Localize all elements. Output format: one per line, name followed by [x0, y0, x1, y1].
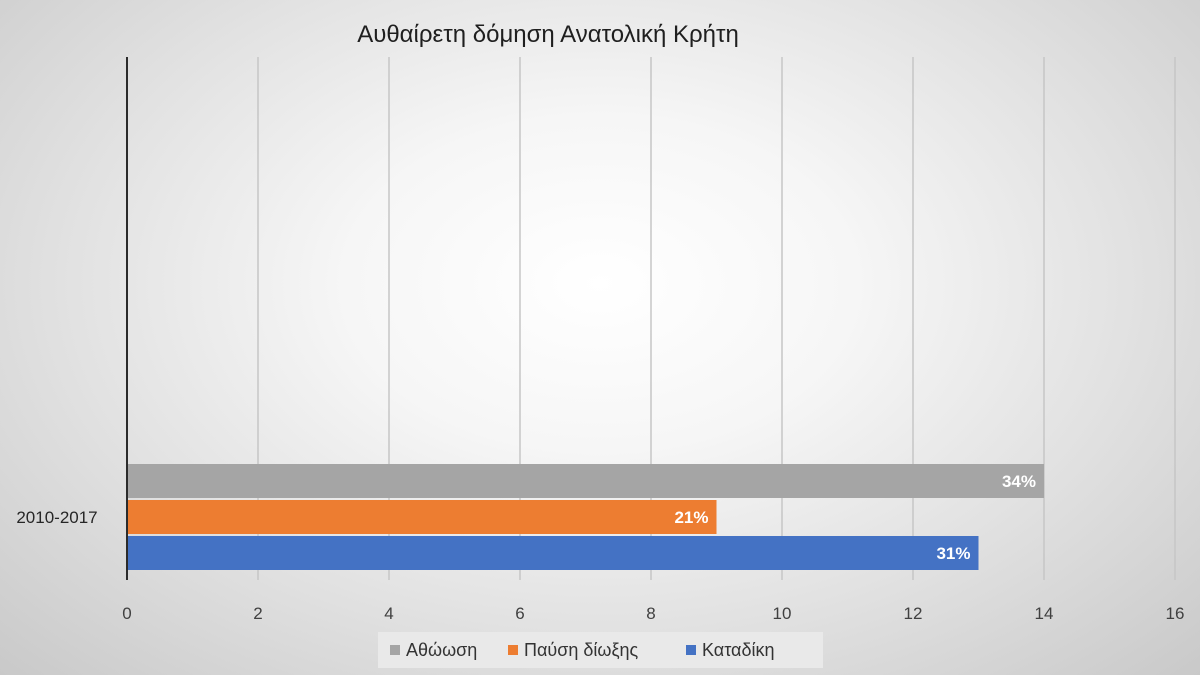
legend-label: Παύση δίωξης — [524, 640, 639, 660]
data-label: 21% — [674, 508, 708, 527]
x-tick-label: 14 — [1035, 604, 1054, 623]
legend-swatch — [686, 645, 696, 655]
axes: 0 2 4 6 8 10 12 14 16 2010-2017 — [16, 57, 1184, 623]
x-tick-label: 8 — [646, 604, 655, 623]
legend-swatch — [508, 645, 518, 655]
bars: 34% 21% 31% — [127, 464, 1044, 570]
chart-title: Αυθαίρετη δόμηση Ανατολική Κρήτη — [357, 21, 739, 48]
category-label: 2010-2017 — [16, 508, 97, 527]
legend: Αθώωση Παύση δίωξης Καταδίκη — [378, 632, 823, 668]
data-label: 31% — [936, 544, 970, 563]
legend-box — [378, 632, 823, 668]
x-tick-label: 6 — [515, 604, 524, 623]
data-label: 34% — [1002, 472, 1036, 491]
x-tick-label: 2 — [253, 604, 262, 623]
bar-1 — [127, 464, 1044, 498]
bar-2 — [127, 500, 717, 534]
gridlines — [257, 57, 1176, 580]
x-tick-label: 16 — [1166, 604, 1185, 623]
x-tick-label: 4 — [384, 604, 393, 623]
legend-swatch — [390, 645, 400, 655]
x-tick-label: 0 — [122, 604, 131, 623]
legend-label: Αθώωση — [406, 640, 477, 660]
x-tick-label: 10 — [773, 604, 792, 623]
bar-3 — [127, 536, 979, 570]
x-tick-label: 12 — [904, 604, 923, 623]
legend-label: Καταδίκη — [702, 640, 774, 660]
